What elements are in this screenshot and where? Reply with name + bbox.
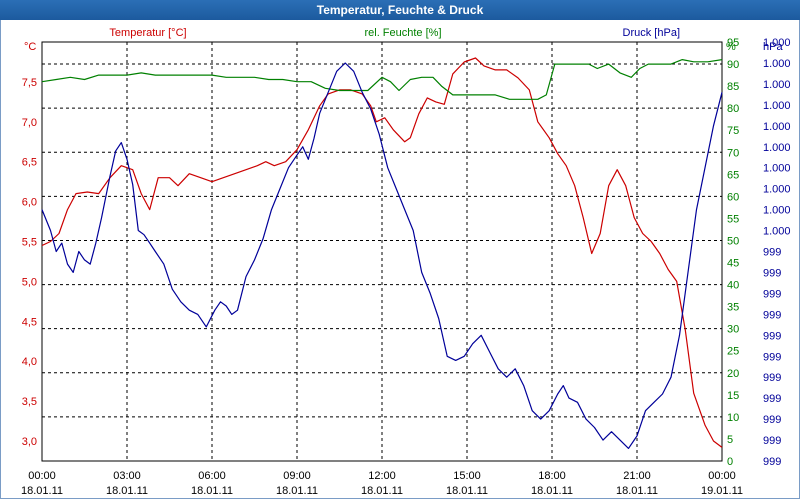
x-tick-date: 18.01.11 <box>276 485 318 497</box>
pressure-tick: 1.000 <box>763 142 791 154</box>
x-tick-date: 18.01.11 <box>361 485 403 497</box>
pressure-tick: 1.000 <box>763 121 791 133</box>
temperature-tick: 5,5 <box>22 237 37 249</box>
humidity-tick: 75 <box>727 125 739 137</box>
temperature-unit: °C <box>24 41 36 53</box>
humidity-tick: 30 <box>727 324 739 336</box>
temperature-tick: 6,0 <box>22 197 37 209</box>
x-tick-date: 18.01.11 <box>531 485 573 497</box>
pressure-tick: 999 <box>763 330 781 342</box>
pressure-tick: 999 <box>763 288 781 300</box>
pressure-tick: 999 <box>763 414 781 426</box>
temperature-tick: 4,0 <box>22 356 37 368</box>
humidity-tick: 65 <box>727 169 739 181</box>
humidity-tick: 50 <box>727 235 739 247</box>
humidity-tick: 15 <box>727 390 739 402</box>
temperature-tick: 5,0 <box>22 276 37 288</box>
humidity-tick: 80 <box>727 103 739 115</box>
x-tick-date: 19.01.11 <box>701 485 743 497</box>
pressure-tick: 1.000 <box>763 100 791 112</box>
temperature-tick: 6,5 <box>22 157 37 169</box>
chart-title: Temperatur, Feuchte & Druck <box>316 3 484 17</box>
pressure-tick: 1.000 <box>763 37 791 49</box>
x-tick-date: 18.01.11 <box>446 485 488 497</box>
series-line-humidity <box>41 58 723 100</box>
x-tick-time: 12:00 <box>368 470 396 482</box>
pressure-tick: 999 <box>763 351 781 363</box>
humidity-tick: 5 <box>727 434 733 446</box>
x-tick-time: 00:00 <box>28 470 56 482</box>
humidity-tick: 60 <box>727 191 739 203</box>
humidity-tick: 55 <box>727 213 739 225</box>
temperature-tick: 3,0 <box>22 436 37 448</box>
humidity-unit: % <box>726 41 736 53</box>
pressure-tick: 1.000 <box>763 184 791 196</box>
humidity-tick: 90 <box>727 59 739 71</box>
pressure-tick: 1.000 <box>763 79 791 91</box>
pressure-tick: 1.000 <box>763 226 791 238</box>
humidity-tick: 20 <box>727 368 739 380</box>
pressure-unit: hPa <box>763 41 783 53</box>
temperature-axis-label: Temperatur [°C] <box>109 27 186 39</box>
pressure-tick: 999 <box>763 435 781 447</box>
pressure-tick: 999 <box>763 456 781 468</box>
humidity-tick: 40 <box>727 280 739 292</box>
series-line-pressure <box>41 62 723 449</box>
pressure-axis-label: Druck [hPa] <box>623 27 680 39</box>
pressure-tick: 999 <box>763 267 781 279</box>
humidity-tick: 0 <box>727 456 733 468</box>
x-tick-date: 18.01.11 <box>191 485 233 497</box>
pressure-tick: 999 <box>763 393 781 405</box>
temperature-tick: 7,5 <box>22 77 37 89</box>
pressure-tick: 1.000 <box>763 205 791 217</box>
temperature-tick: 3,5 <box>22 396 37 408</box>
chart-title-bar: Temperatur, Feuchte & Druck <box>0 0 800 20</box>
x-tick-date: 18.01.11 <box>106 485 148 497</box>
x-tick-time: 00:00 <box>708 470 736 482</box>
humidity-tick: 85 <box>727 81 739 93</box>
pressure-tick: 1.000 <box>763 163 791 175</box>
x-tick-time: 21:00 <box>623 470 651 482</box>
pressure-tick: 999 <box>763 309 781 321</box>
x-tick-time: 06:00 <box>198 470 226 482</box>
x-tick-date: 18.01.11 <box>616 485 658 497</box>
humidity-tick: 35 <box>727 302 739 314</box>
humidity-tick: 25 <box>727 346 739 358</box>
x-tick-time: 09:00 <box>283 470 311 482</box>
temperature-tick: 4,5 <box>22 316 37 328</box>
temperature-tick: 7,0 <box>22 117 37 129</box>
x-tick-date: 18.01.11 <box>21 485 63 497</box>
x-tick-time: 18:00 <box>538 470 566 482</box>
pressure-tick: 1.000 <box>763 58 791 70</box>
humidity-tick: 70 <box>727 147 739 159</box>
x-tick-time: 03:00 <box>113 470 141 482</box>
pressure-tick: 999 <box>763 247 781 259</box>
pressure-tick: 999 <box>763 372 781 384</box>
series-line-temperature <box>41 57 723 448</box>
humidity-tick: 10 <box>727 412 739 424</box>
x-tick-time: 15:00 <box>453 470 481 482</box>
humidity-axis-label: rel. Feuchte [%] <box>364 27 441 39</box>
humidity-tick: 45 <box>727 258 739 270</box>
humidity-tick: 95 <box>727 37 739 49</box>
